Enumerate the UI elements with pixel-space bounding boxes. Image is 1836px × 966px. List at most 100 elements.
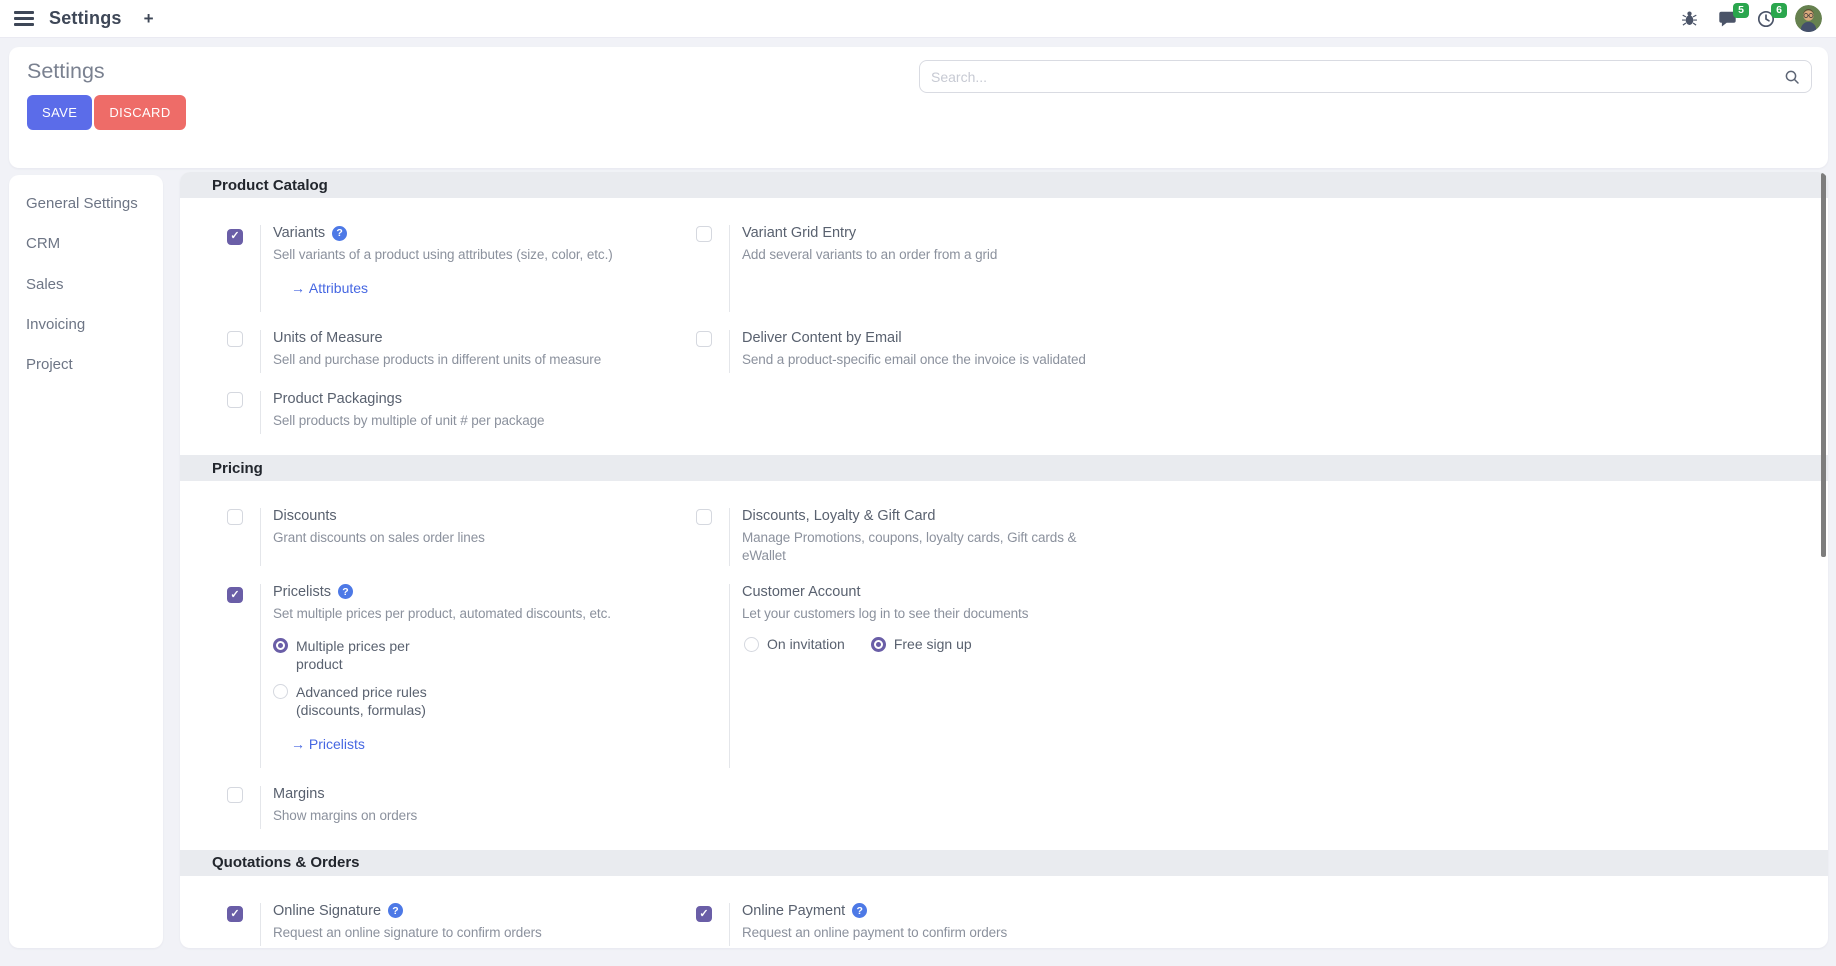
- setting-box: Discounts, Loyalty & Gift Card Manage Pr…: [696, 508, 1165, 566]
- vertical-scrollbar[interactable]: [1821, 173, 1826, 557]
- setting-label: Online Signature: [273, 902, 382, 919]
- setting-label: Deliver Content by Email: [742, 330, 902, 347]
- help-icon: [388, 903, 404, 919]
- setting-description: Grant discounts on sales order lines: [273, 530, 485, 546]
- setting-checkbox[interactable]: [227, 906, 243, 923]
- settings-header-panel: Settings SAVE DISCARD: [9, 47, 1828, 168]
- systray: 5 6: [1681, 2, 1822, 32]
- activities-clock-icon[interactable]: 6: [1757, 2, 1787, 28]
- setting-label: Pricelists: [273, 583, 332, 600]
- setting-label: Variant Grid Entry: [742, 225, 857, 241]
- section-title: Product Catalog: [212, 176, 328, 194]
- setting-description: Request an online payment to confirm ord…: [742, 924, 1008, 940]
- radio-group: On invitation Free sign up: [744, 635, 1165, 653]
- setting-checkbox[interactable]: [227, 331, 243, 348]
- setting-description: Let your customers log in to see their d…: [742, 605, 1029, 621]
- setting-checkbox[interactable]: [227, 786, 243, 803]
- setting-description: Sell products by multiple of unit # per …: [273, 413, 545, 429]
- messages-icon[interactable]: 5: [1718, 2, 1749, 28]
- sidebar-item-invoicing[interactable]: Invoicing: [26, 315, 86, 333]
- section-title: Pricing: [212, 459, 263, 477]
- setting-box: Pricelists Set multiple prices per produ…: [227, 583, 696, 768]
- discard-button[interactable]: DISCARD: [94, 95, 186, 130]
- setting-description: Manage Promotions, coupons, loyalty card…: [742, 530, 1077, 564]
- radio-option[interactable]: On invitation: [744, 635, 845, 653]
- setting-checkbox[interactable]: [227, 392, 243, 409]
- help-icon: [332, 225, 348, 241]
- setting-box: Online Signature Request an online signa…: [227, 902, 696, 946]
- search-input[interactable]: [931, 68, 1784, 85]
- setting-label: Discounts, Loyalty & Gift Card: [742, 508, 936, 525]
- setting-checkbox[interactable]: [696, 906, 712, 923]
- setting-box: Variant Grid Entry Add several variants …: [696, 225, 1165, 313]
- settings-section: Pricing Discounts Grant discounts on sal…: [180, 455, 1828, 849]
- section-header: Product Catalog: [180, 172, 1828, 198]
- debug-bug-icon[interactable]: [1681, 10, 1698, 27]
- radio-button[interactable]: [744, 636, 759, 652]
- new-tab-plus-icon[interactable]: +: [143, 8, 154, 28]
- radio-option[interactable]: Multiple prices per product: [273, 637, 696, 673]
- sidebar-item-project[interactable]: Project: [26, 356, 73, 373]
- sidebar-item-general-settings[interactable]: General Settings: [26, 195, 138, 212]
- activities-count-badge: 6: [1771, 2, 1787, 19]
- settings-section: Quotations & Orders Online Signature Req…: [180, 849, 1828, 948]
- setting-label: Product Packagings: [273, 391, 402, 408]
- setting-checkbox[interactable]: [696, 226, 712, 242]
- setting-box: Variants Sell variants of a product usin…: [227, 225, 696, 313]
- radio-option[interactable]: Advanced price rules (discounts, formula…: [273, 683, 696, 719]
- messages-count-badge: 5: [1733, 2, 1749, 19]
- setting-link[interactable]: Pricelists: [291, 736, 365, 752]
- setting-checkbox[interactable]: [696, 331, 712, 348]
- top-navbar: Settings + 5 6: [0, 0, 1836, 38]
- setting-box: Units of Measure Sell and purchase produ…: [227, 330, 696, 374]
- setting-box: Deliver Content by Email Send a product-…: [696, 330, 1165, 374]
- setting-description: Show margins on orders: [273, 807, 418, 823]
- setting-description: Send a product-specific email once the i…: [742, 352, 1086, 368]
- radio-label: Advanced price rules (discounts, formula…: [296, 684, 427, 719]
- setting-label: Customer Account: [742, 583, 861, 600]
- setting-description: Request an online signature to confirm o…: [273, 924, 542, 940]
- radio-button[interactable]: [273, 637, 288, 653]
- radio-option[interactable]: Free sign up: [870, 635, 972, 653]
- setting-label: Margins: [273, 785, 325, 802]
- help-icon: [338, 584, 354, 600]
- setting-description: Set multiple prices per product, automat…: [273, 605, 611, 621]
- setting-box: Product Packagings Sell products by mult…: [227, 391, 696, 435]
- settings-content: Product Catalog Variants Sell variants o…: [180, 172, 1828, 948]
- radio-button[interactable]: [273, 684, 288, 700]
- settings-sidebar: General Settings CRM Sales Invoicing Pro…: [9, 175, 163, 948]
- sidebar-item-crm[interactable]: CRM: [26, 235, 61, 253]
- setting-description: Sell variants of a product using attribu…: [273, 247, 613, 262]
- setting-description: Add several variants to an order from a …: [742, 247, 998, 262]
- setting-checkbox[interactable]: [696, 509, 712, 526]
- help-icon: [852, 903, 868, 919]
- setting-description: Sell and purchase products in different …: [273, 352, 602, 368]
- setting-box: Discounts Grant discounts on sales order…: [227, 508, 696, 566]
- setting-label: Online Payment: [742, 902, 846, 919]
- radio-label: Free sign up: [893, 635, 972, 652]
- sidebar-item-sales[interactable]: Sales: [26, 275, 64, 293]
- setting-link[interactable]: Attributes: [291, 280, 368, 296]
- setting-checkbox[interactable]: [227, 587, 243, 604]
- search-icon[interactable]: [1784, 69, 1800, 85]
- setting-box: Margins Show margins on orders: [227, 785, 696, 829]
- setting-label: Units of Measure: [273, 330, 383, 347]
- navbar-app-title[interactable]: Settings: [49, 8, 122, 28]
- search-bar: [919, 60, 1812, 93]
- radio-button[interactable]: [870, 636, 886, 652]
- setting-checkbox[interactable]: [227, 509, 243, 526]
- setting-checkbox[interactable]: [227, 228, 243, 245]
- user-avatar[interactable]: [1795, 5, 1822, 32]
- setting-label: Variants: [273, 225, 326, 241]
- setting-box: Customer Account Let your customers log …: [696, 583, 1165, 768]
- save-button[interactable]: SAVE: [27, 95, 93, 130]
- section-title: Quotations & Orders: [212, 854, 360, 872]
- radio-label: Multiple prices per product: [296, 637, 410, 673]
- radio-group: Multiple prices per product Advanced pric…: [273, 637, 696, 720]
- page-title: Settings: [27, 59, 105, 83]
- section-header: Quotations & Orders: [180, 849, 1828, 876]
- section-header: Pricing: [180, 455, 1828, 482]
- setting-label: Discounts: [273, 508, 337, 525]
- apps-menu-icon[interactable]: [14, 11, 34, 26]
- radio-label: On invitation: [767, 635, 845, 652]
